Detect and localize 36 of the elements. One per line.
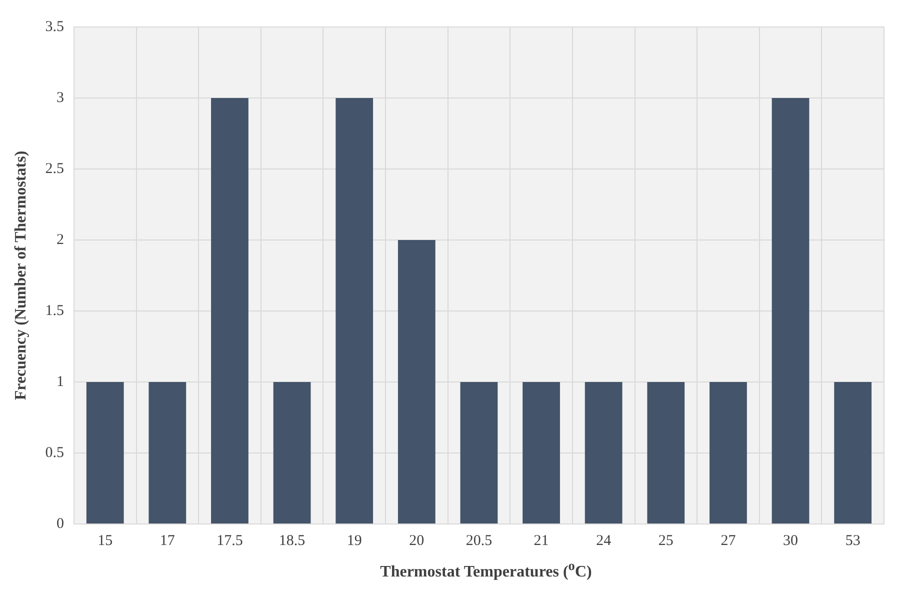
bar: [772, 98, 810, 524]
x-tick-label: 18.5: [278, 532, 306, 549]
x-tick-label: 15: [98, 532, 113, 549]
y-tick-label: 1: [56, 374, 64, 390]
x-tick-label: 21: [534, 532, 549, 549]
x-tick-label: 17: [160, 532, 176, 549]
x-tick-label: 17.5: [216, 532, 243, 549]
y-tick-label: 3.5: [45, 18, 64, 35]
x-tick-label: 24: [596, 532, 612, 549]
bar: [834, 382, 872, 524]
bar: [647, 382, 685, 524]
y-tick-label: 0: [56, 516, 64, 532]
bar: [336, 98, 374, 524]
bar: [148, 382, 186, 524]
bar: [584, 382, 622, 524]
bar: [211, 98, 248, 524]
x-tick-label: 20: [409, 532, 424, 549]
y-tick-label: 2: [56, 232, 64, 248]
x-tick-label: 27: [720, 532, 736, 549]
y-tick-label: 1.5: [45, 302, 64, 319]
y-tick-label: 2.5: [45, 160, 64, 177]
y-tick-label: 0.5: [45, 444, 64, 461]
bar: [398, 240, 436, 524]
bar: [273, 382, 311, 524]
x-tick-label: 53: [845, 532, 860, 549]
bar: [86, 382, 124, 524]
bar: [710, 382, 747, 524]
y-axis-title: Frecuency (Number of Thermostats): [12, 150, 30, 400]
bar: [460, 382, 498, 524]
y-tick-label: 3: [56, 90, 64, 106]
x-tick-label: 20.5: [466, 532, 492, 549]
bar: [522, 382, 560, 524]
x-axis-title: Thermostat Temperatures ($^{o}$C): [379, 558, 593, 582]
x-tick-label: 30: [783, 532, 798, 549]
x-tick-label: 25: [658, 532, 674, 549]
x-tick-label: 19: [346, 532, 362, 549]
